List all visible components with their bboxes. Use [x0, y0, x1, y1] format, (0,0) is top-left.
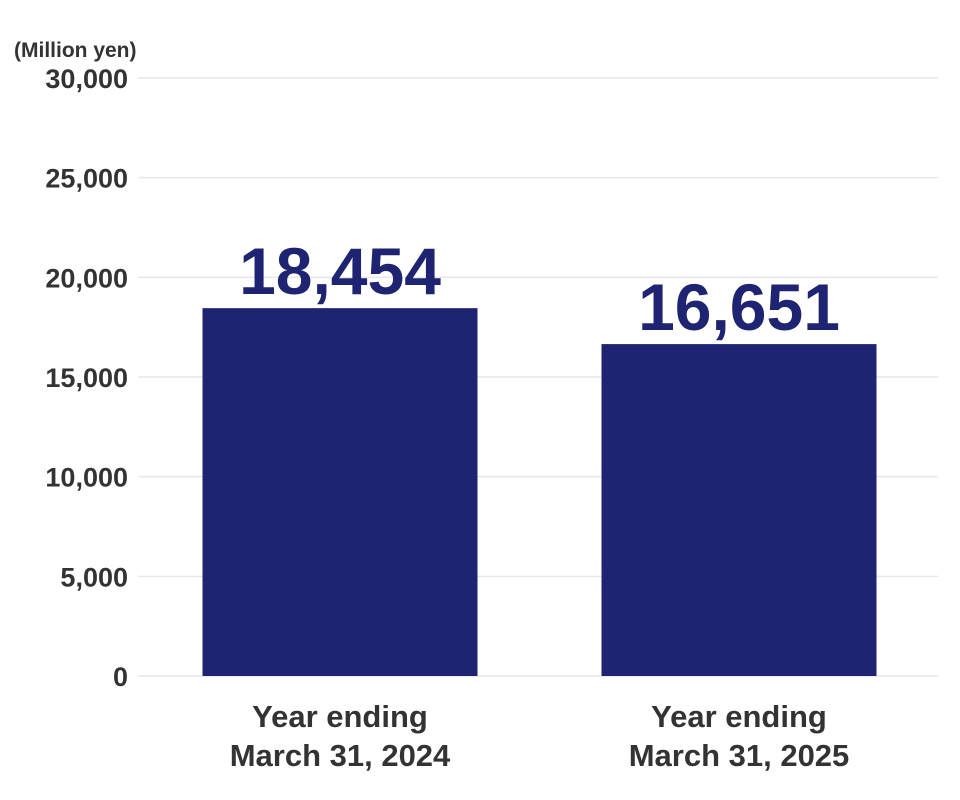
x-axis-category-labels: Year ending March 31, 2024 Year ending Marc…: [230, 699, 850, 773]
y-tick-label: 5,000: [60, 562, 128, 592]
bar-value-labels: 18,454 16,651: [239, 234, 840, 344]
y-axis-unit-label: (Million yen): [14, 39, 137, 62]
y-tick-label: 0: [113, 662, 128, 692]
bar-value-label: 16,651: [638, 270, 840, 344]
bar-value-label: 18,454: [239, 234, 441, 308]
y-tick-label: 20,000: [45, 263, 128, 293]
x-category-label: March 31, 2025: [629, 738, 850, 773]
bars: [202, 308, 877, 676]
y-tick-label: 15,000: [45, 363, 128, 393]
x-category-label: Year ending: [651, 699, 827, 734]
bar: [202, 308, 478, 676]
y-tick-label: 10,000: [45, 463, 128, 493]
y-tick-label: 25,000: [45, 164, 128, 194]
y-axis-tick-labels: 0 5,000 10,000 15,000 20,000 25,000 30,000: [45, 64, 128, 692]
x-category-label: Year ending: [252, 699, 428, 734]
bar: [601, 344, 877, 676]
y-tick-label: 30,000: [45, 64, 128, 94]
x-category-label: March 31, 2024: [230, 738, 451, 773]
